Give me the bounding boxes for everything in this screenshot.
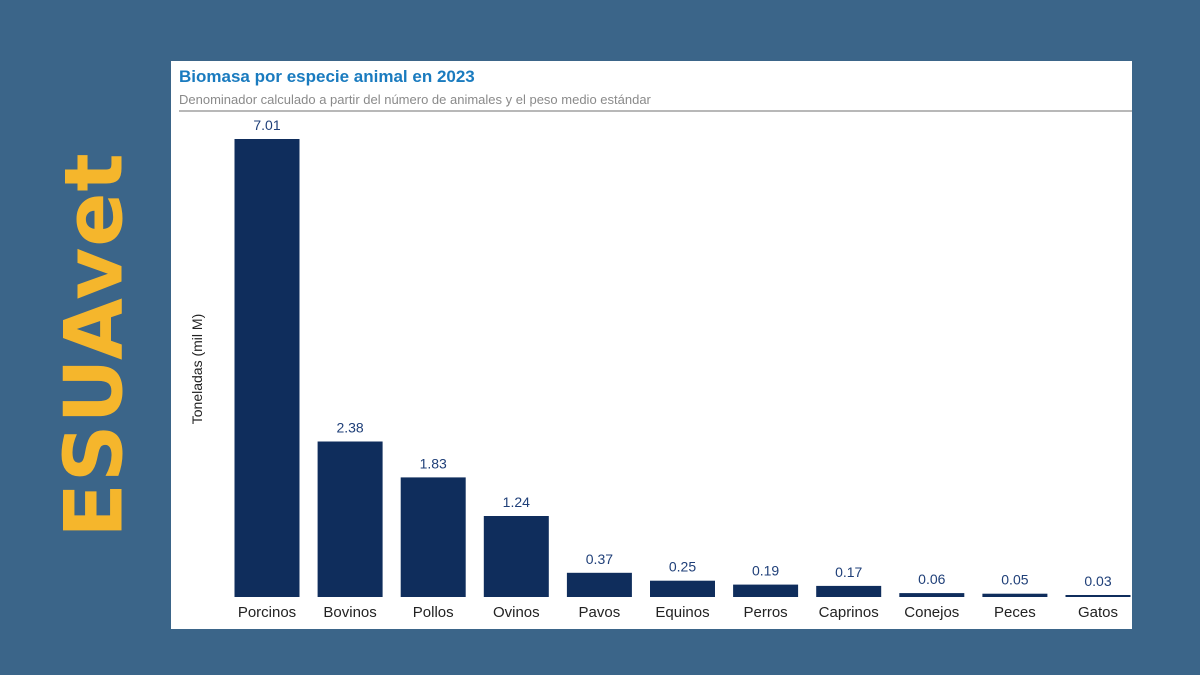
value-label: 0.03 <box>1084 573 1111 589</box>
category-label: Conejos <box>904 604 959 621</box>
value-label: 1.24 <box>503 494 530 510</box>
bar-peces <box>982 593 1048 597</box>
category-label: Porcinos <box>238 604 296 621</box>
value-label: 1.83 <box>420 455 447 471</box>
bar-conejos <box>899 593 965 597</box>
value-label: 2.38 <box>336 420 363 436</box>
category-label: Pollos <box>413 604 454 621</box>
value-label: 0.05 <box>1001 572 1028 588</box>
bar-bovinos <box>317 441 383 597</box>
value-label: 0.19 <box>752 563 779 579</box>
category-label: Bovinos <box>323 604 376 621</box>
chart-title: Biomasa por especie animal en 2023 <box>179 67 475 86</box>
bar-chart: Toneladas (mil M) 7.01 Porcinos 2.38 Bovino… <box>189 117 1131 621</box>
category-label: Gatos <box>1078 604 1118 621</box>
y-axis-label: Toneladas (mil M) <box>189 314 205 424</box>
bar-ovinos <box>483 516 549 597</box>
bar-pollos <box>400 477 466 597</box>
category-label: Caprinos <box>819 604 879 621</box>
chart-panel: Biomasa por especie animal en 2023 Denom… <box>171 61 1132 629</box>
category-label: Pavos <box>579 604 621 621</box>
category-label: Equinos <box>655 604 709 621</box>
category-label: Ovinos <box>493 604 540 621</box>
bar-equinos <box>650 580 715 597</box>
bar-perros <box>733 584 799 597</box>
category-label: Peces <box>994 604 1036 621</box>
bar-gatos <box>1065 595 1131 597</box>
value-label: 0.06 <box>918 571 945 587</box>
value-label: 0.17 <box>835 564 862 580</box>
value-label: 7.01 <box>253 117 280 133</box>
bar-pavos <box>566 572 632 597</box>
value-label: 0.25 <box>669 559 696 575</box>
category-label: Perros <box>744 604 788 621</box>
bar-porcinos <box>234 139 300 597</box>
title-divider <box>179 110 1132 112</box>
chart-subtitle: Denominador calculado a partir del númer… <box>179 92 651 107</box>
bar-caprinos <box>816 585 882 597</box>
value-label: 0.37 <box>586 551 613 567</box>
brand-logo-text: ESUAvet <box>47 152 141 538</box>
